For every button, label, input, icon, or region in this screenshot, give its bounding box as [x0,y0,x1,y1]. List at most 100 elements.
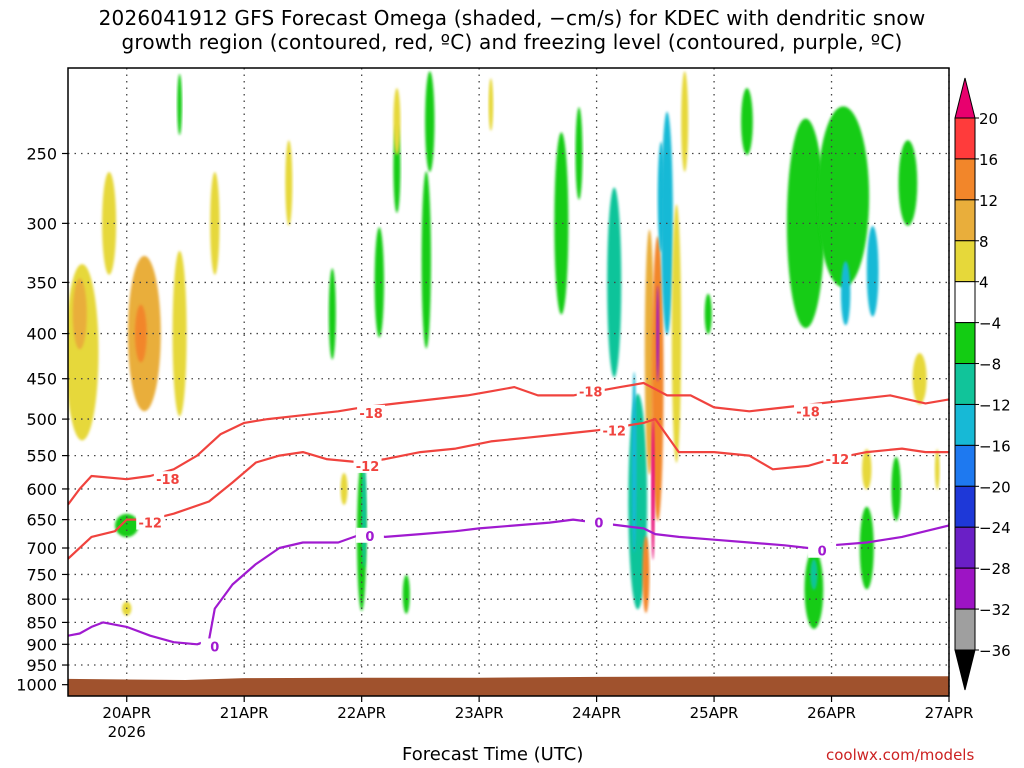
omega-cell-5 [102,171,117,275]
omega-cell-21 [488,78,494,131]
y-tick-label-950: 950 [26,656,57,675]
x-tick-sublabel-20: 2026 [108,723,146,741]
contour-label-layer: -18 -12 -18 -12 0 -18 -12 0 0 -18 -12 0 [136,383,852,655]
y-tick-label-600: 600 [26,480,57,499]
omega-cell-26 [631,371,637,554]
contour-label-bg-10 [823,451,852,467]
omega-cell-31 [651,417,655,560]
colorbar-label-9: −20 [979,478,1011,496]
contour-label-bg-1 [136,514,165,530]
contour-layer [68,381,949,646]
credit-text: coolwx.com/models [826,746,975,764]
colorbar-label-10: −24 [979,519,1011,537]
contour-label-1: -12 [138,517,162,532]
omega-cell-15 [374,227,384,338]
colorbar-band-9 [954,485,976,528]
colorbar: 20 16 12 8 4 −4 −8 −12 −16 −20 −24 −28 −32 −36 [954,77,1011,691]
colorbar-band-5 [954,322,976,365]
terrain-layer [68,676,949,696]
colorbar-label-3: 8 [979,233,989,251]
colorbar-label-12: −32 [979,601,1011,619]
omega-cell-45 [859,506,874,590]
colorbar-label-4: 4 [979,274,989,292]
colorbar-band-1 [954,158,976,201]
colorbar-band-8 [954,444,976,487]
colorbar-label-1: 16 [979,151,998,169]
omega-cell-38 [786,118,825,329]
contour-label-7: 0 [594,517,603,532]
contour-line-2 [68,518,949,646]
colorbar-band-12 [954,608,976,651]
y-tick-label-750: 750 [26,565,57,584]
omega-cell-22 [554,132,569,315]
plot-frame [67,67,950,697]
chart-title-line-2: growth region (contoured, red, ºC) and f… [121,30,903,54]
omega-cell-17 [421,171,431,349]
omega-cell-36 [704,293,712,335]
omega-cell-48 [891,456,901,521]
contour-label-bg-4 [355,527,384,543]
plot-area: -18 -12 -18 -12 0 -18 -12 0 0 -18 -12 0 [67,67,950,697]
colorbar-band-11 [954,567,976,610]
y-tick-label-450: 450 [26,370,57,389]
contour-label-bg-0 [153,471,182,487]
contour-label-bg-6 [600,422,629,438]
omega-cell-23 [575,107,583,200]
y-tick-label-650: 650 [26,511,57,530]
omega-cell-37 [741,88,753,155]
colorbar-band-3 [954,240,976,283]
contour-label-10: -12 [826,453,850,468]
omega-cell-11 [328,268,336,360]
x-tick-label-24: 24APR [572,704,621,722]
omega-cell-34 [671,204,682,463]
omega-cell-20 [393,88,401,155]
contour-line-1 [68,418,949,560]
omega-cell-19 [402,574,410,614]
x-tick-label-26: 26APR [807,704,856,722]
y-tick-label-850: 850 [26,613,57,632]
omega-cell-42 [898,140,918,226]
terrain-fill [68,676,949,696]
colorbar-band-6 [954,363,976,405]
contour-label-bg-5 [576,383,605,399]
contour-label-8: 0 [210,640,219,655]
contour-label-4: 0 [365,530,374,545]
y-tick-label-1000: 1000 [16,676,57,695]
omega-cell-10 [285,140,293,226]
colorbar-band-10 [954,526,976,569]
contour-label-9: -18 [796,405,820,420]
colorbar-band-7 [954,403,976,446]
colorbar-label-2: 12 [979,192,998,210]
x-tick-label-21: 21APR [220,704,269,722]
x-tick-label-23: 23APR [455,704,504,722]
omega-cell-41 [840,261,851,326]
contour-label-2: -18 [359,407,383,422]
omega-cell-27 [642,536,650,613]
y-tick-label-500: 500 [26,410,57,429]
contour-label-0: -18 [156,473,180,488]
x-tick-label-27: 27APR [925,704,974,722]
contour-label-bg-11 [808,542,837,558]
x-tick-label-22: 22APR [337,704,386,722]
x-tick-label-20: 20APR [102,704,151,722]
contour-label-bg-7 [584,514,613,530]
contour-label-bg-9 [794,403,823,419]
omega-cell-49 [934,449,940,490]
omega-cell-1 [72,278,87,350]
y-tick-label-300: 300 [26,214,57,233]
y-axis: 250 300 350 400 450 500 550 600 650 700 750 800 850 9… [16,144,68,695]
colorbar-cap-bottom [954,649,976,691]
omega-cell-44 [810,559,818,590]
chart-title: 2026041912 GFS Forecast Omega (shaded, −… [0,6,1024,54]
colorbar-label-5: −4 [979,315,1001,333]
contour-line-0 [68,381,949,506]
colorbar-label-11: −28 [979,560,1011,578]
y-tick-label-800: 800 [26,590,57,609]
colorbar-band-4 [954,281,976,324]
colorbar-label-13: −36 [979,642,1011,660]
contour-label-6: -12 [602,424,626,439]
omega-cell-35 [681,71,689,172]
omega-cell-28 [644,229,655,475]
y-tick-label-700: 700 [26,539,57,558]
